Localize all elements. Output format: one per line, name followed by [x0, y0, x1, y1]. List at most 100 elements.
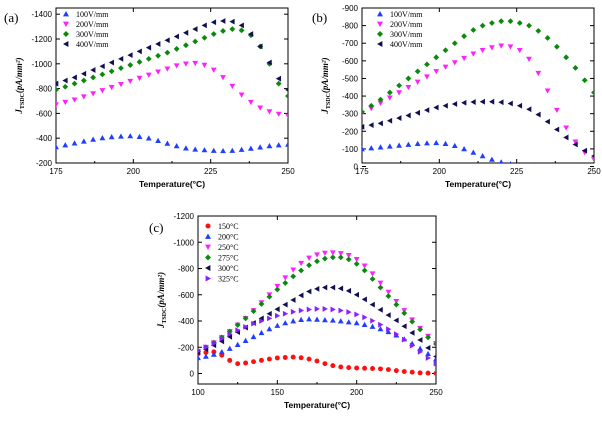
data-point [266, 310, 272, 317]
y-axis-label-unit: (pA/mm²) [156, 272, 166, 308]
data-point [572, 141, 578, 148]
data-point [173, 33, 179, 40]
y-tick-label: -800 [178, 265, 195, 274]
data-point [479, 47, 486, 54]
legend-marker [205, 275, 211, 282]
data-point [183, 29, 189, 36]
data-point [127, 133, 134, 139]
x-tick-label: 200 [350, 388, 364, 397]
data-point [282, 280, 289, 286]
data-point [322, 317, 328, 323]
data-point [451, 101, 458, 107]
data-point [127, 52, 133, 59]
y-tick-label: -1200 [32, 35, 53, 44]
data-point [535, 27, 542, 34]
data-point [405, 141, 412, 147]
data-point [235, 327, 241, 334]
data-point [424, 61, 430, 68]
data-point [329, 284, 336, 291]
data-point [218, 348, 225, 355]
data-point [306, 316, 312, 322]
data-point [203, 353, 209, 359]
data-point [385, 312, 391, 318]
data-point [80, 138, 87, 144]
data-point [275, 80, 282, 87]
data-point [210, 147, 217, 153]
data-point [516, 47, 523, 54]
data-point [238, 22, 244, 29]
data-point [369, 301, 375, 308]
data-point [417, 326, 424, 333]
data-point [414, 68, 421, 75]
y-axis-label-sub: TSDC [162, 308, 168, 324]
data-point [266, 142, 273, 149]
panel-label: (a) [4, 10, 18, 25]
legend-label: 325°C [218, 275, 239, 284]
data-point [424, 107, 430, 114]
data-point [306, 255, 312, 261]
data-point [80, 70, 87, 77]
data-point [136, 133, 143, 140]
data-point [547, 162, 548, 163]
data-point [290, 354, 296, 360]
data-point [396, 82, 403, 89]
data-point [346, 365, 352, 371]
data-point [584, 162, 585, 163]
data-point [266, 356, 272, 362]
data-point [251, 320, 257, 327]
data-point [192, 146, 199, 152]
data-point [257, 144, 264, 150]
data-point [210, 67, 217, 73]
data-point [361, 296, 367, 303]
data-point [345, 256, 352, 263]
data-point [498, 43, 505, 49]
y-tick-label: -100 [342, 145, 359, 154]
legend-marker [205, 254, 211, 261]
data-point [575, 162, 576, 163]
data-point [591, 154, 594, 158]
data-point [227, 331, 233, 338]
data-point [368, 102, 375, 109]
data-point [507, 44, 514, 50]
data-point [417, 337, 423, 343]
data-point [298, 355, 304, 361]
data-point [298, 316, 305, 323]
data-point [173, 63, 180, 69]
panel-label: (c) [149, 220, 163, 235]
data-point [433, 341, 436, 347]
data-point [243, 324, 249, 330]
legend-marker [377, 21, 383, 27]
data-point [306, 306, 312, 313]
data-point [386, 143, 393, 149]
data-point [99, 71, 106, 78]
data-point [461, 33, 467, 40]
y-tick-label: 0 [190, 370, 195, 379]
data-point [314, 358, 320, 364]
data-point [329, 317, 336, 323]
data-point [220, 28, 226, 34]
data-point [90, 91, 97, 97]
data-point [337, 251, 344, 257]
data-point [71, 74, 77, 81]
data-point [274, 355, 280, 361]
data-point [526, 56, 532, 62]
data-point [337, 285, 344, 292]
data-point [377, 284, 384, 291]
data-point [220, 75, 226, 81]
data-points [362, 18, 594, 163]
data-point [563, 134, 569, 141]
data-point [275, 312, 281, 319]
data-point [266, 325, 273, 332]
data-point [210, 19, 217, 26]
data-point [99, 135, 106, 141]
data-point [183, 61, 189, 67]
x-axis-label: Temperature(°C) [445, 179, 511, 189]
data-point [591, 89, 594, 96]
data-point [330, 363, 336, 369]
data-point [62, 77, 68, 84]
y-axis-label-main: J [14, 109, 24, 115]
data-point [306, 262, 312, 269]
data-point [99, 63, 105, 70]
data-point [489, 45, 495, 51]
data-point [345, 253, 352, 259]
